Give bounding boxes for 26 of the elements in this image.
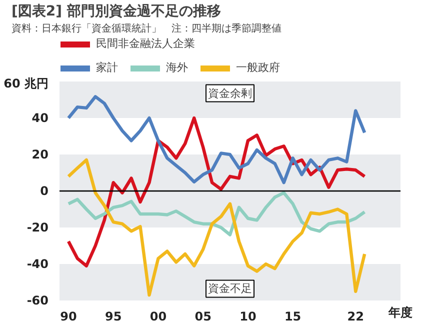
- chart-subtitle: 資料：日本銀行「資金循環統計」 注：四半期は季節調整値: [12, 22, 282, 34]
- line-series: [66, 191, 366, 236]
- x-tick-label: 00: [150, 310, 167, 324]
- x-tick-label: 95: [104, 310, 122, 324]
- y-tick-label: -60: [26, 294, 49, 308]
- line-series: [66, 158, 366, 297]
- chart-title: [図表2] 部門別資金過不足の推移: [12, 2, 221, 20]
- legend-label: 民間非金融法人企業: [96, 36, 195, 51]
- legend-label: 一般政府: [236, 60, 280, 75]
- x-tick-label: 10: [240, 310, 256, 324]
- x-tick-label: 22: [347, 310, 364, 324]
- annotation: 資金余剰: [208, 86, 252, 100]
- legend-label: 海外: [166, 60, 188, 75]
- line-series: [66, 116, 366, 268]
- y-tick-label: -40: [26, 257, 49, 271]
- x-tick-label: 15: [284, 310, 302, 324]
- y-tick-label: 60 兆円: [4, 76, 49, 90]
- x-tick-label: 90: [60, 310, 77, 324]
- y-tick-label: 20: [32, 148, 49, 162]
- x-tick-label: 05: [194, 310, 212, 324]
- annotation: 資金不足: [208, 282, 252, 296]
- x-axis-title: 年度: [388, 306, 412, 320]
- y-tick-label: 0: [40, 184, 49, 198]
- legend-label: 家計: [96, 60, 118, 75]
- y-tick-label: 40: [32, 111, 49, 125]
- y-tick-label: -20: [26, 220, 49, 234]
